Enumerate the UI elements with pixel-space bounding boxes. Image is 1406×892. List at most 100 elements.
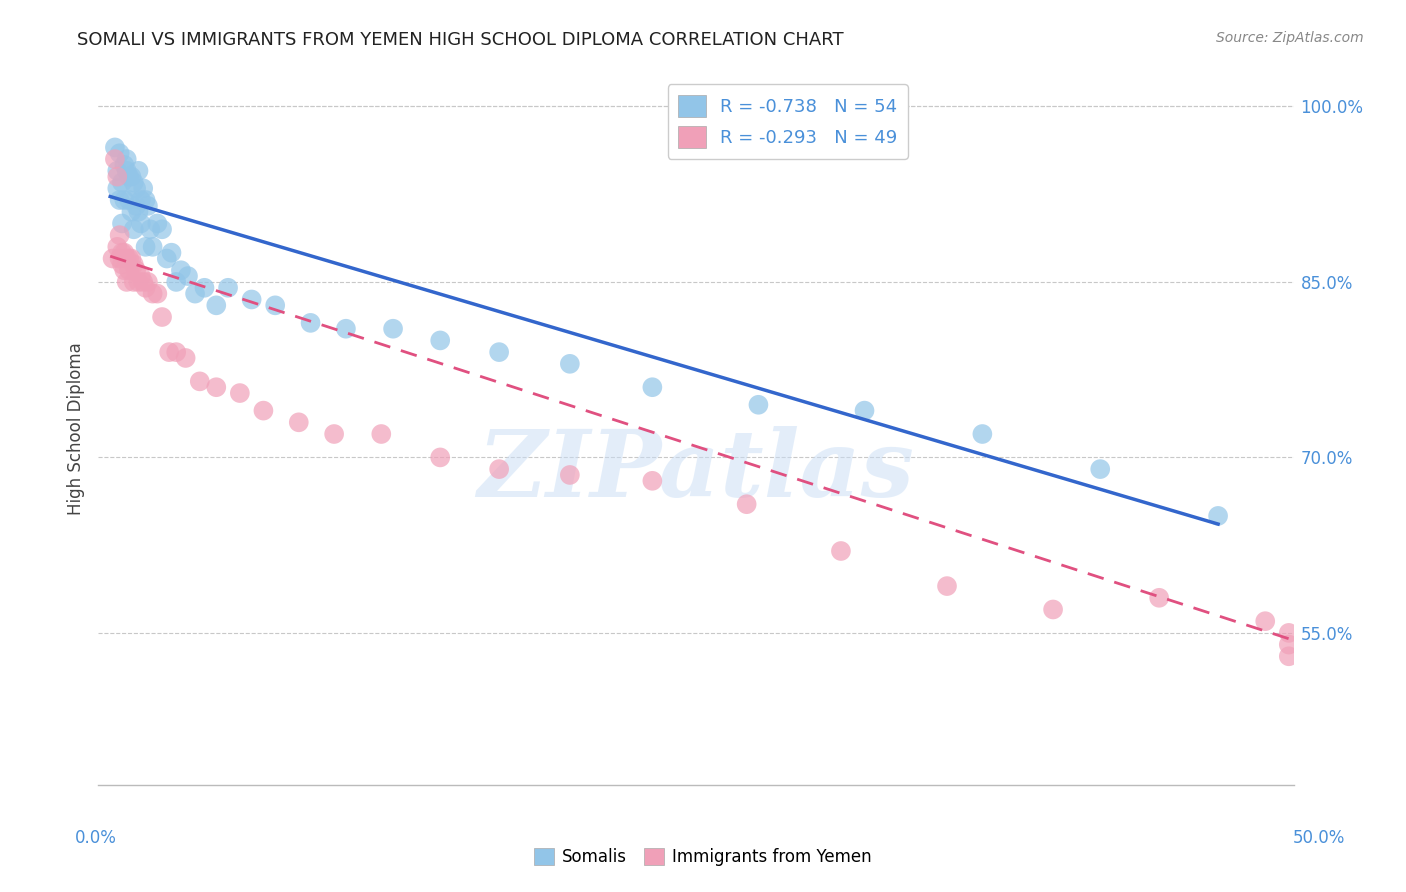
Point xyxy=(108,146,131,161)
Text: SOMALI VS IMMIGRANTS FROM YEMEN HIGH SCHOOL DIPLOMA CORRELATION CHART: SOMALI VS IMMIGRANTS FROM YEMEN HIGH SCH… xyxy=(77,31,844,49)
Point xyxy=(104,140,127,154)
Point xyxy=(1147,591,1170,605)
Point xyxy=(156,252,179,266)
Point xyxy=(129,193,152,207)
Point xyxy=(105,181,128,195)
Point xyxy=(488,462,510,476)
Point xyxy=(120,204,142,219)
Point xyxy=(104,152,127,166)
Point xyxy=(120,252,142,266)
Point xyxy=(160,245,183,260)
Point xyxy=(118,263,141,277)
Point xyxy=(112,158,135,172)
Point xyxy=(112,193,135,207)
Point xyxy=(135,240,157,254)
Text: ZIPatlas: ZIPatlas xyxy=(478,426,914,516)
Point xyxy=(111,245,134,260)
Point xyxy=(146,286,169,301)
Point xyxy=(112,245,135,260)
Point xyxy=(115,252,138,266)
Point xyxy=(150,222,173,236)
Point xyxy=(118,252,141,266)
Point xyxy=(105,169,128,184)
Point xyxy=(641,380,664,394)
Point xyxy=(429,450,451,465)
Point xyxy=(132,181,155,195)
Point xyxy=(1090,462,1112,476)
Text: 50.0%: 50.0% xyxy=(1292,829,1346,847)
Point xyxy=(136,275,159,289)
Point xyxy=(382,322,405,336)
Point xyxy=(174,351,197,365)
Point xyxy=(118,169,141,184)
Point xyxy=(177,269,200,284)
Point xyxy=(146,216,169,230)
Point xyxy=(115,163,138,178)
Point xyxy=(108,252,131,266)
Point xyxy=(488,345,510,359)
Point xyxy=(132,275,155,289)
Point xyxy=(108,193,131,207)
Point xyxy=(101,252,124,266)
Point xyxy=(129,269,152,284)
Point xyxy=(115,275,138,289)
Point xyxy=(111,216,134,230)
Point xyxy=(142,286,165,301)
Point xyxy=(288,415,311,429)
Point xyxy=(205,298,228,312)
Text: Source: ZipAtlas.com: Source: ZipAtlas.com xyxy=(1216,31,1364,45)
Point xyxy=(1278,626,1301,640)
Point xyxy=(335,322,357,336)
Point xyxy=(122,257,145,271)
Point xyxy=(1042,602,1064,616)
Point xyxy=(205,380,228,394)
Point xyxy=(1278,649,1301,664)
Point xyxy=(735,497,758,511)
Point xyxy=(115,152,138,166)
Legend: R = -0.738   N = 54, R = -0.293   N = 49: R = -0.738 N = 54, R = -0.293 N = 49 xyxy=(668,84,908,159)
Point xyxy=(128,204,150,219)
Point xyxy=(118,193,141,207)
Point xyxy=(558,467,581,482)
Point xyxy=(142,240,165,254)
Point xyxy=(150,310,173,324)
Point xyxy=(323,427,346,442)
Point xyxy=(370,427,392,442)
Point xyxy=(1206,508,1229,523)
Point xyxy=(129,216,152,230)
Legend: Somalis, Immigrants from Yemen: Somalis, Immigrants from Yemen xyxy=(527,841,879,873)
Point xyxy=(972,427,994,442)
Point xyxy=(108,228,131,243)
Point xyxy=(122,222,145,236)
Point xyxy=(240,293,263,307)
Point xyxy=(128,163,150,178)
Y-axis label: High School Diploma: High School Diploma xyxy=(66,342,84,515)
Point xyxy=(165,275,187,289)
Point xyxy=(264,298,287,312)
Text: 0.0%: 0.0% xyxy=(75,829,117,847)
Point xyxy=(193,281,215,295)
Point xyxy=(139,222,162,236)
Point xyxy=(105,163,128,178)
Point xyxy=(1278,638,1301,652)
Point xyxy=(128,275,150,289)
Point xyxy=(641,474,664,488)
Point xyxy=(125,199,148,213)
Point xyxy=(170,263,193,277)
Point xyxy=(747,398,769,412)
Point xyxy=(135,193,157,207)
Point xyxy=(111,257,134,271)
Point xyxy=(184,286,207,301)
Point xyxy=(120,169,142,184)
Point xyxy=(136,199,159,213)
Point xyxy=(165,345,187,359)
Point xyxy=(188,375,211,389)
Point xyxy=(429,334,451,348)
Point xyxy=(252,403,274,417)
Point xyxy=(135,281,157,295)
Point xyxy=(157,345,180,359)
Point xyxy=(853,403,876,417)
Point xyxy=(936,579,959,593)
Point xyxy=(111,176,134,190)
Point xyxy=(217,281,239,295)
